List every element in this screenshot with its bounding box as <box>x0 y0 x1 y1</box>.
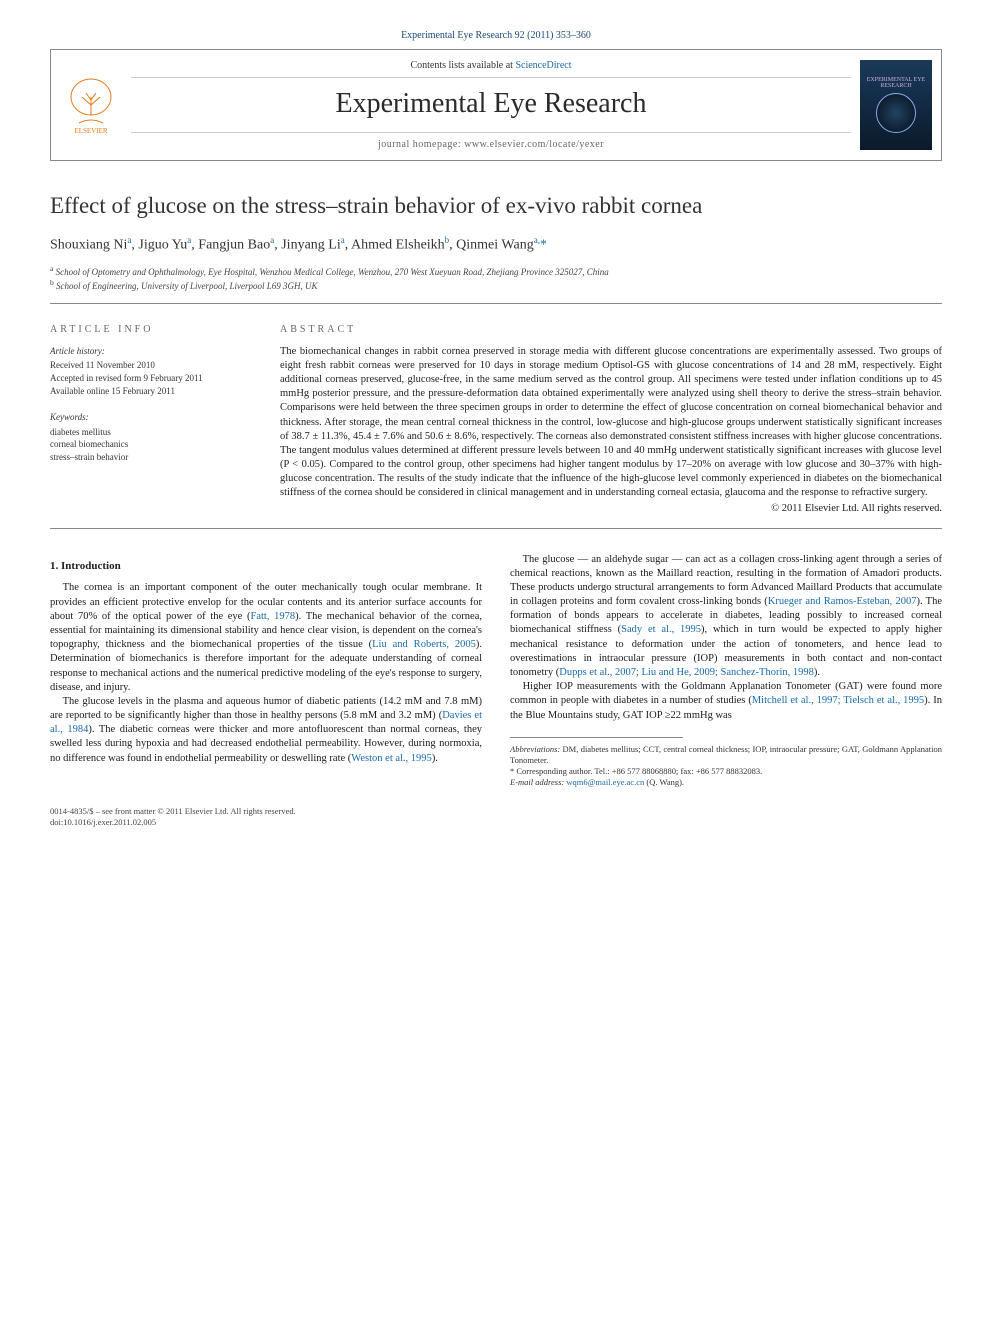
citation-link[interactable]: Sady et al., 1995 <box>621 624 701 635</box>
citation-link[interactable]: Liu and Roberts, 2005 <box>372 639 476 650</box>
contents-prefix: Contents lists available at <box>410 60 515 71</box>
body-paragraph: Higher IOP measurements with the Goldman… <box>510 680 942 723</box>
body-paragraph: The glucose levels in the plasma and aqu… <box>50 695 482 766</box>
journal-name: Experimental Eye Research <box>131 88 851 120</box>
tree-icon: ELSEVIER <box>64 75 119 135</box>
cover-title: EXPERIMENTAL EYE RESEARCH <box>864 77 928 89</box>
article-title: Effect of glucose on the stress–strain b… <box>50 191 942 221</box>
homepage-url[interactable]: www.elsevier.com/locate/yexer <box>464 139 604 150</box>
accepted-date: Accepted in revised form 9 February 2011 <box>50 372 250 385</box>
footnote-rule <box>510 737 683 738</box>
journal-header: ELSEVIER Contents lists available at Sci… <box>50 49 942 161</box>
keyword: corneal biomechanics <box>50 438 250 451</box>
email-note: E-mail address: wqm6@mail.eye.ac.cn (Q. … <box>510 777 942 788</box>
body-paragraph: The glucose — an aldehyde sugar — can ac… <box>510 553 942 681</box>
article-history: Article history: Received 11 November 20… <box>50 345 250 397</box>
article-info: ARTICLE INFO Article history: Received 1… <box>50 324 250 514</box>
keyword: diabetes mellitus <box>50 426 250 439</box>
keywords-block: Keywords: diabetes mellitus corneal biom… <box>50 411 250 463</box>
citation-link[interactable]: Weston et al., 1995 <box>351 753 432 764</box>
elsevier-logo: ELSEVIER <box>51 50 131 160</box>
body-paragraph: The cornea is an important component of … <box>50 581 482 694</box>
citation-link[interactable]: Mitchell et al., 1997; Tielsch et al., 1… <box>752 695 924 706</box>
abstract-heading: ABSTRACT <box>280 324 942 335</box>
homepage-prefix: journal homepage: <box>378 139 464 150</box>
affiliation-a: a School of Optometry and Ophthalmology,… <box>50 264 942 279</box>
journal-cover: EXPERIMENTAL EYE RESEARCH <box>851 50 941 160</box>
journal-reference: Experimental Eye Research 92 (2011) 353–… <box>50 30 942 41</box>
citation-link[interactable]: Dupps et al., 2007; Liu and He, 2009; Sa… <box>559 667 814 678</box>
affiliations: a School of Optometry and Ophthalmology,… <box>50 264 942 304</box>
citation-link[interactable]: Fatt, 1978 <box>250 611 295 622</box>
body-text: 1. Introduction The cornea is an importa… <box>50 553 942 788</box>
online-date: Available online 15 February 2011 <box>50 385 250 398</box>
sciencedirect-link[interactable]: ScienceDirect <box>515 60 571 71</box>
footnotes: Abbreviations: DM, diabetes mellitus; CC… <box>510 744 942 788</box>
abstract-copyright: © 2011 Elsevier Ltd. All rights reserved… <box>280 503 942 514</box>
abstract-text: The biomechanical changes in rabbit corn… <box>280 345 942 501</box>
doi-line: doi:10.1016/j.exer.2011.02.005 <box>50 817 942 828</box>
journal-homepage: journal homepage: www.elsevier.com/locat… <box>131 132 851 150</box>
affiliation-b: b School of Engineering, University of L… <box>50 278 942 293</box>
abstract-column: ABSTRACT The biomechanical changes in ra… <box>280 324 942 514</box>
authors-list: Shouxiang Nia, Jiguo Yua, Fangjun Baoa, … <box>50 235 942 254</box>
section-1-heading: 1. Introduction <box>50 559 482 574</box>
abbreviations-note: Abbreviations: DM, diabetes mellitus; CC… <box>510 744 942 766</box>
received-date: Received 11 November 2010 <box>50 359 250 372</box>
contents-available: Contents lists available at ScienceDirec… <box>131 60 851 78</box>
citation-link[interactable]: Krueger and Ramos-Esteban, 2007 <box>768 596 917 607</box>
keyword: stress–strain behavior <box>50 451 250 464</box>
header-center: Contents lists available at ScienceDirec… <box>131 50 851 160</box>
corresponding-author-note: * Corresponding author. Tel.: +86 577 88… <box>510 766 942 777</box>
page-footer: 0014-4835/$ – see front matter © 2011 El… <box>50 806 942 828</box>
keywords-heading: Keywords: <box>50 411 250 424</box>
info-abstract-row: ARTICLE INFO Article history: Received 1… <box>50 310 942 529</box>
front-matter-line: 0014-4835/$ – see front matter © 2011 El… <box>50 806 942 817</box>
email-link[interactable]: wqm6@mail.eye.ac.cn <box>564 777 644 787</box>
svg-text:ELSEVIER: ELSEVIER <box>74 127 107 135</box>
history-heading: Article history: <box>50 345 250 358</box>
eye-icon <box>876 93 916 133</box>
article-info-heading: ARTICLE INFO <box>50 324 250 335</box>
